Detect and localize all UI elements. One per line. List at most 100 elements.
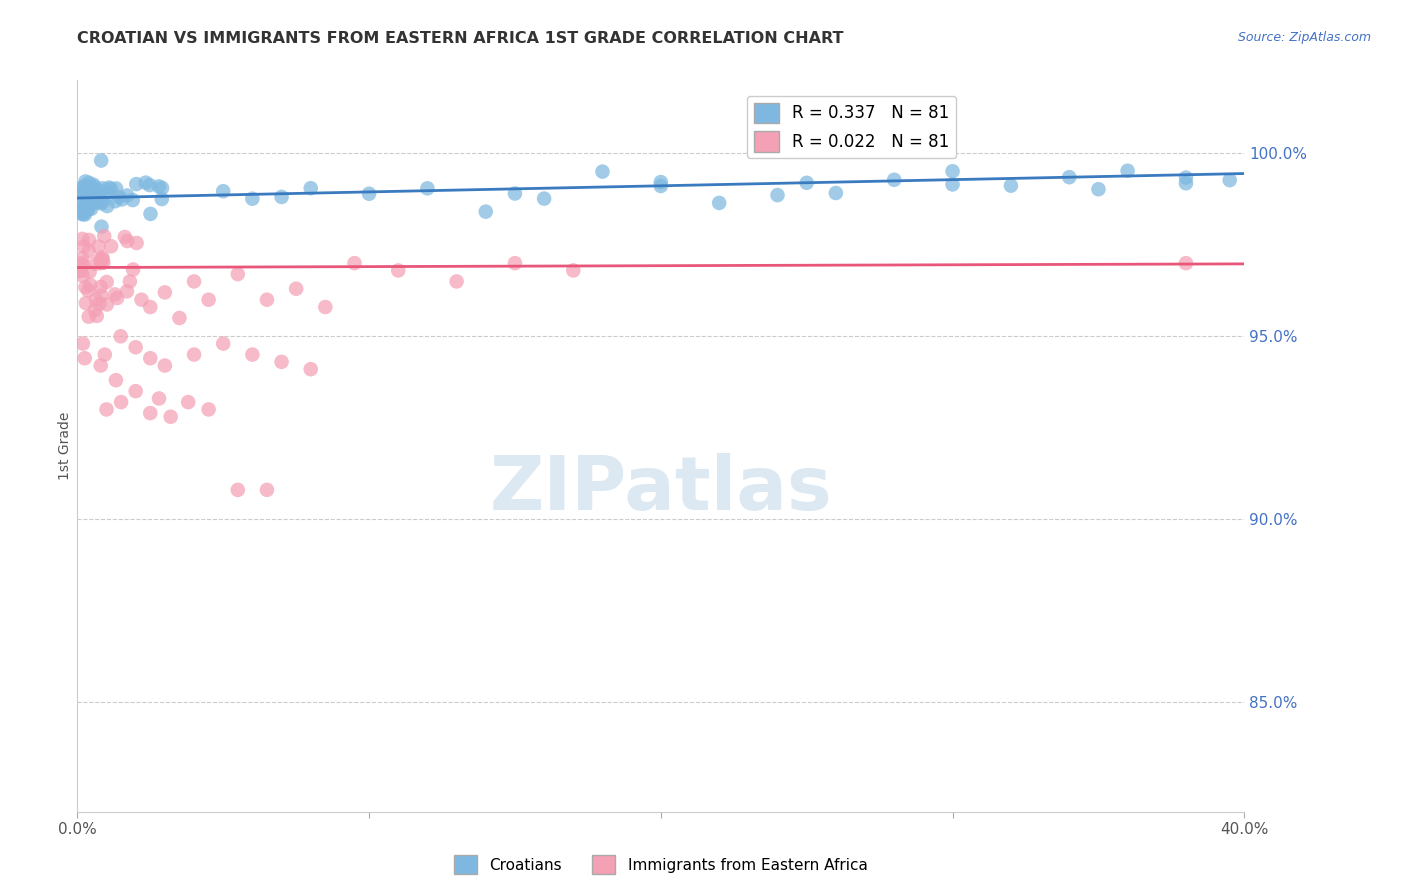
Point: [169, 310, 191, 325]
Point: [105, 291, 128, 305]
Point: [70, 186, 93, 200]
Point: [139, 406, 162, 420]
Point: [1059, 170, 1081, 185]
Point: [90, 359, 112, 373]
Point: [104, 373, 127, 387]
Point: [80, 192, 103, 206]
Point: [135, 176, 157, 190]
Point: [72, 207, 94, 221]
Point: [416, 181, 439, 195]
Point: [73, 239, 96, 253]
Point: [77, 284, 100, 298]
Point: [533, 192, 555, 206]
Point: [942, 178, 965, 192]
Point: [242, 192, 264, 206]
Point: [72, 268, 94, 283]
Point: [159, 409, 181, 424]
Point: [69, 181, 91, 195]
Point: [89, 297, 111, 311]
Point: [76, 188, 98, 202]
Point: [108, 190, 131, 204]
Point: [115, 188, 138, 202]
Point: [100, 182, 122, 196]
Point: [150, 192, 173, 206]
Point: [1175, 176, 1198, 190]
Point: [270, 190, 292, 204]
Point: [139, 300, 162, 314]
Point: [73, 207, 96, 221]
Point: [114, 230, 136, 244]
Point: [69, 264, 91, 278]
Point: [77, 202, 100, 217]
Point: [100, 239, 122, 253]
Point: [75, 296, 97, 310]
Point: [96, 402, 118, 417]
Point: [105, 181, 128, 195]
Point: [94, 347, 117, 361]
Point: [226, 483, 249, 497]
Point: [117, 234, 139, 248]
Point: [111, 193, 134, 207]
Point: [650, 179, 672, 194]
Point: [87, 194, 110, 208]
Point: [1219, 173, 1241, 187]
Point: [91, 181, 114, 195]
Point: [138, 178, 160, 192]
Point: [79, 265, 101, 279]
Point: [94, 186, 117, 201]
Point: [104, 287, 127, 301]
Point: [80, 202, 103, 216]
Point: [125, 340, 148, 354]
Point: [153, 359, 176, 373]
Point: [73, 187, 96, 202]
Point: [70, 201, 93, 215]
Point: [70, 206, 93, 220]
Point: [359, 186, 381, 201]
Point: [125, 177, 148, 191]
Point: [72, 193, 94, 207]
Point: [104, 194, 127, 209]
Point: [73, 351, 96, 366]
Point: [562, 263, 585, 277]
Legend: R = 0.337   N = 81, R = 0.022   N = 81: R = 0.337 N = 81, R = 0.022 N = 81: [747, 96, 956, 158]
Point: [84, 257, 107, 271]
Point: [90, 219, 112, 234]
Point: [73, 201, 96, 215]
Point: [90, 280, 112, 294]
Point: [96, 199, 118, 213]
Point: [77, 193, 100, 207]
Point: [73, 205, 96, 219]
Point: [197, 293, 219, 307]
Point: [91, 194, 114, 209]
Point: [446, 274, 468, 288]
Point: [942, 164, 965, 178]
Point: [72, 258, 94, 272]
Point: [503, 256, 526, 270]
Point: [86, 195, 108, 210]
Point: [87, 239, 110, 253]
Point: [256, 293, 278, 307]
Point: [299, 362, 322, 376]
Point: [75, 197, 97, 211]
Point: [96, 297, 118, 311]
Point: [150, 181, 173, 195]
Point: [77, 176, 100, 190]
Point: [93, 229, 115, 244]
Point: [110, 395, 132, 409]
Point: [503, 186, 526, 201]
Point: [212, 184, 235, 198]
Text: CROATIAN VS IMMIGRANTS FROM EASTERN AFRICA 1ST GRADE CORRELATION CHART: CROATIAN VS IMMIGRANTS FROM EASTERN AFRI…: [77, 31, 844, 46]
Point: [70, 251, 93, 265]
Point: [592, 164, 614, 178]
Point: [139, 351, 162, 366]
Text: Source: ZipAtlas.com: Source: ZipAtlas.com: [1237, 31, 1371, 45]
Point: [796, 176, 818, 190]
Point: [242, 347, 264, 361]
Point: [70, 256, 93, 270]
Point: [148, 179, 170, 194]
Point: [121, 193, 143, 207]
Point: [73, 184, 96, 198]
Point: [77, 196, 100, 211]
Point: [110, 329, 132, 343]
Point: [212, 336, 235, 351]
